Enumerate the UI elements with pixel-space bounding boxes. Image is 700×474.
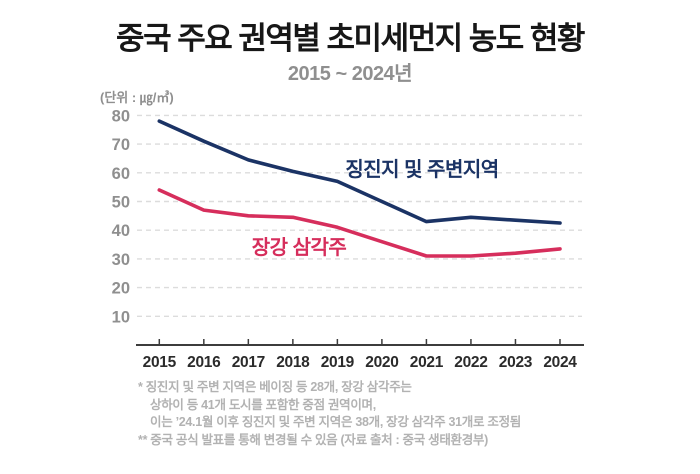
x-axis-tick-label: 2016 — [187, 354, 221, 371]
y-axis-tick-label: 20 — [112, 280, 130, 298]
unit-label: (단위 : ㎍/㎥) — [100, 90, 174, 105]
y-axis-tick-label: 50 — [112, 194, 130, 212]
footnote-line: * 징진지 및 주변 지역은 베이징 등 28개, 장강 삼각주는 — [138, 380, 412, 394]
footnote-line: 이는 ’24.1월 이후 징진지 및 주변 지역은 38개, 장강 삼각주 31… — [150, 415, 521, 429]
y-axis-tick-label: 70 — [112, 136, 130, 154]
footnote-line: ** 중국 공식 발표를 통해 변경될 수 있음 (자료 출처 : 중국 생태환… — [138, 432, 488, 447]
x-axis-tick-label: 2023 — [499, 354, 533, 371]
page-title: 중국 주요 권역별 초미세먼지 농도 현황 — [116, 21, 585, 56]
y-axis-tick-label: 10 — [112, 308, 130, 326]
y-axis-tick-label: 40 — [112, 222, 130, 240]
y-axis-tick-label: 80 — [112, 107, 130, 125]
footnote-line: 상하이 등 41개 도시를 포함한 중점 권역이며, — [150, 397, 376, 412]
x-axis-tick-label: 2018 — [276, 354, 310, 371]
series-line-1 — [157, 188, 562, 258]
series-label-0: 징진지 및 주변지역 — [345, 158, 498, 181]
x-axis-tick-label: 2019 — [321, 354, 355, 371]
y-axis-tick-label: 30 — [112, 251, 130, 269]
x-axis-tick-label: 2017 — [232, 354, 265, 371]
x-axis-tick-label: 2021 — [410, 354, 444, 371]
chart-subtitle: 2015 ~ 2024년 — [287, 63, 413, 85]
x-axis-tick-label: 2024 — [543, 354, 577, 371]
series-line-0 — [157, 119, 562, 225]
series-label-1: 장강 삼각주 — [252, 236, 347, 259]
x-axis-tick-label: 2022 — [454, 354, 487, 371]
x-axis-tick-label: 2020 — [365, 354, 398, 371]
x-axis-tick-label: 2015 — [143, 354, 177, 371]
y-axis-tick-label: 60 — [112, 165, 130, 183]
footnotes: * 징진지 및 주변 지역은 베이징 등 28개, 장강 삼각주는 상하이 등 … — [138, 379, 521, 449]
